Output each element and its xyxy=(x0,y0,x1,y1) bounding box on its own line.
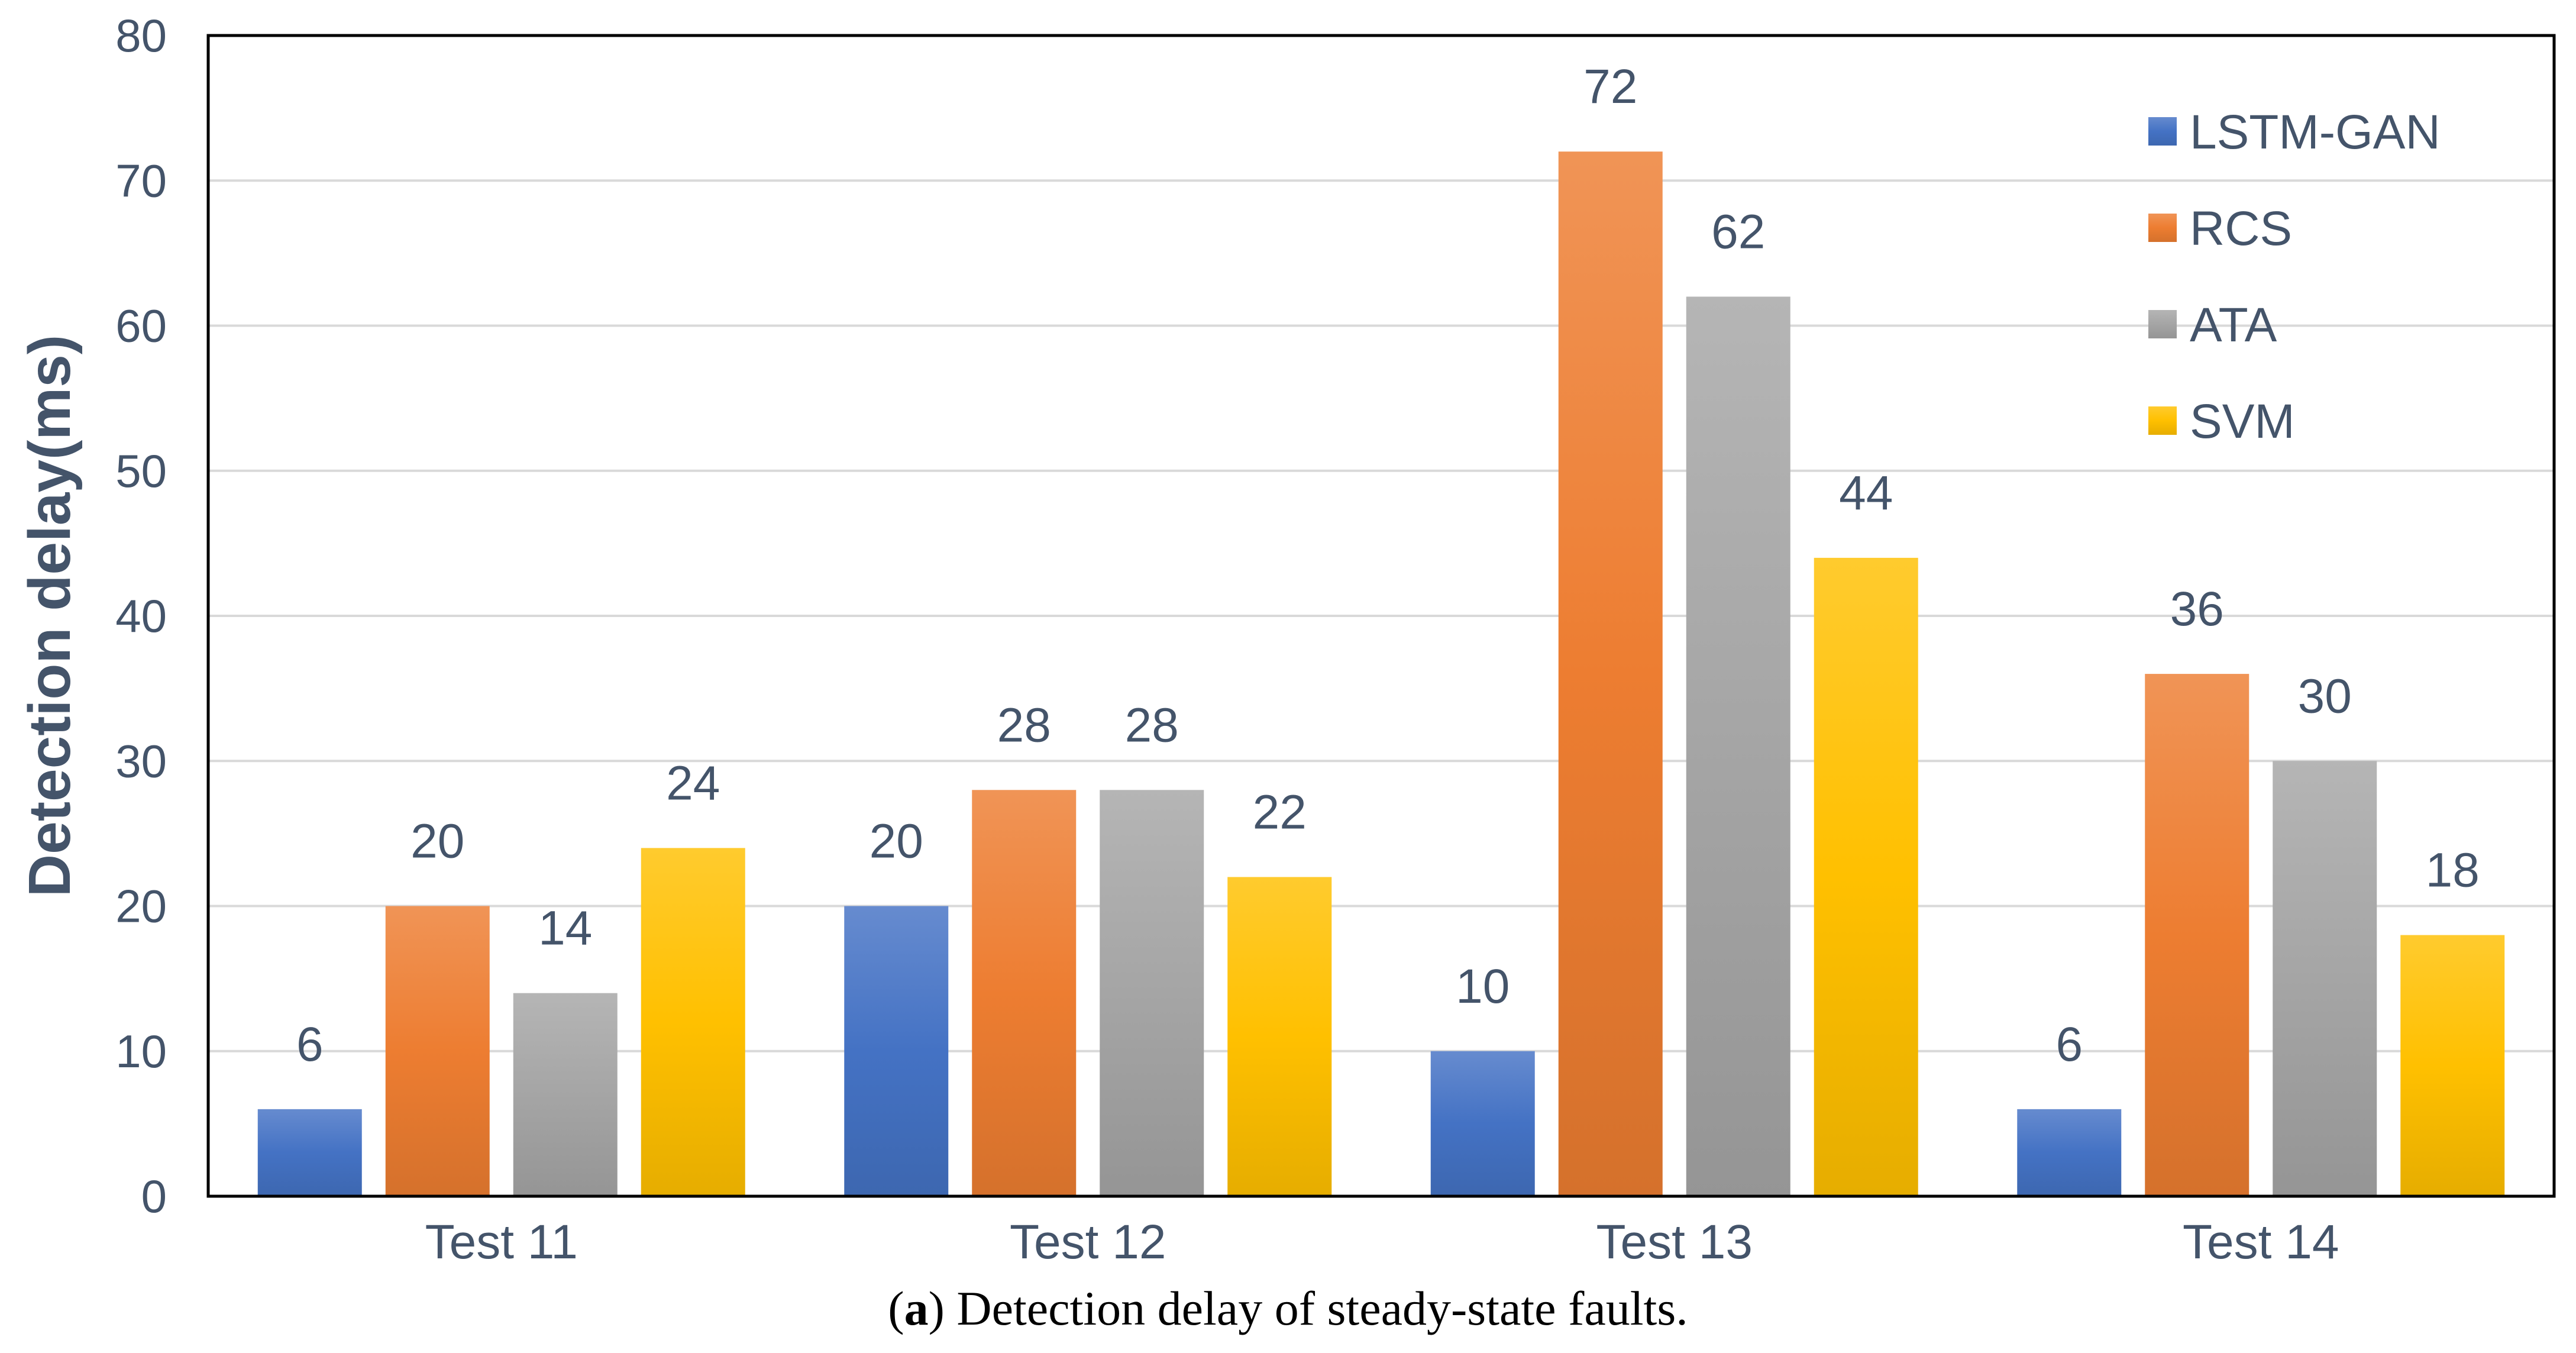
data-label: 44 xyxy=(1839,466,1893,520)
y-tick-label: 10 xyxy=(115,1025,167,1077)
legend-label: ATA xyxy=(2190,298,2277,352)
x-axis-categories: Test 11 Test 12 Test 13 Test 14 xyxy=(425,1215,2339,1269)
data-label: 20 xyxy=(411,815,464,868)
y-tick-label: 60 xyxy=(115,300,167,352)
bar-ata-test-11 xyxy=(513,993,618,1196)
caption-text: Detection delay of steady-state faults. xyxy=(944,1281,1688,1335)
bar-svm-test-14 xyxy=(2400,935,2505,1196)
y-tick-label: 0 xyxy=(141,1170,167,1222)
x-category-label: Test 11 xyxy=(425,1215,578,1269)
y-tick-label: 50 xyxy=(115,445,167,497)
x-category-label: Test 13 xyxy=(1596,1215,1753,1269)
caption-letter: a xyxy=(904,1281,929,1335)
bar-rcs-test-13 xyxy=(1558,151,1663,1197)
gridlines xyxy=(208,179,2554,1052)
legend-label: RCS xyxy=(2190,202,2292,256)
bar-rcs-test-12 xyxy=(972,790,1077,1196)
data-label: 24 xyxy=(666,756,720,810)
data-label: 20 xyxy=(870,815,923,868)
bar-lstm-gan-test-12 xyxy=(844,906,949,1196)
data-label: 30 xyxy=(2298,669,2352,723)
data-label: 62 xyxy=(1711,205,1765,259)
bar-svm-test-12 xyxy=(1227,877,1332,1196)
data-label: 28 xyxy=(997,698,1051,752)
bar-lstm-gan-test-13 xyxy=(1430,1051,1535,1196)
y-tick-label: 20 xyxy=(115,880,167,932)
bar-lstm-gan-test-11 xyxy=(257,1109,362,1196)
data-label: 6 xyxy=(296,1018,324,1071)
y-tick-label: 70 xyxy=(115,154,167,206)
x-category-label: Test 14 xyxy=(2183,1215,2339,1269)
legend-swatch-rcs xyxy=(2148,214,2177,242)
data-label: 28 xyxy=(1125,698,1179,752)
bar-rcs-test-11 xyxy=(385,906,490,1196)
bar-lstm-gan-test-14 xyxy=(2017,1109,2122,1196)
data-label: 14 xyxy=(538,902,592,955)
data-label: 10 xyxy=(1456,960,1510,1013)
data-labels: 6 20 14 24 20 28 28 22 10 72 62 44 6 36 30 18 xyxy=(296,60,2480,1071)
bar-svm-test-13 xyxy=(1814,557,1918,1196)
bar-svm-test-11 xyxy=(641,848,745,1196)
y-axis-ticks: 0 10 20 30 40 50 60 70 80 xyxy=(115,9,167,1222)
figure-caption: (a) Detection delay of steady-state faul… xyxy=(888,1281,1688,1335)
legend: LSTM-GAN RCS ATA SVM xyxy=(2148,105,2441,448)
data-label: 18 xyxy=(2426,844,2480,897)
legend-swatch-lstm-gan xyxy=(2148,117,2177,146)
y-tick-label: 40 xyxy=(115,590,167,642)
legend-swatch-ata xyxy=(2148,310,2177,338)
legend-swatch-svm xyxy=(2148,406,2177,435)
legend-label: LSTM-GAN xyxy=(2190,105,2441,159)
bar-ata-test-14 xyxy=(2273,761,2377,1196)
bar-ata-test-12 xyxy=(1100,790,1204,1196)
y-tick-label: 80 xyxy=(115,9,167,62)
data-label: 22 xyxy=(1253,785,1307,839)
y-tick-label: 30 xyxy=(115,735,167,787)
legend-label: SVM xyxy=(2190,395,2295,448)
data-label: 36 xyxy=(2170,582,2224,636)
data-label: 72 xyxy=(1583,60,1637,114)
bars xyxy=(257,151,2505,1197)
x-category-label: Test 12 xyxy=(1010,1215,1166,1269)
bar-rcs-test-14 xyxy=(2145,674,2249,1196)
bar-ata-test-13 xyxy=(1686,296,1790,1197)
plot-frame xyxy=(206,34,2556,1198)
y-axis-title: Detection delay(ms) xyxy=(17,335,83,897)
data-label: 6 xyxy=(2055,1018,2083,1071)
